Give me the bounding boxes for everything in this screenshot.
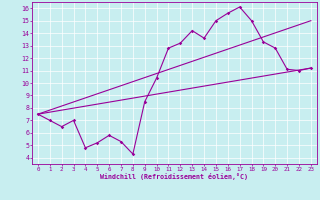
X-axis label: Windchill (Refroidissement éolien,°C): Windchill (Refroidissement éolien,°C) [100,173,248,180]
